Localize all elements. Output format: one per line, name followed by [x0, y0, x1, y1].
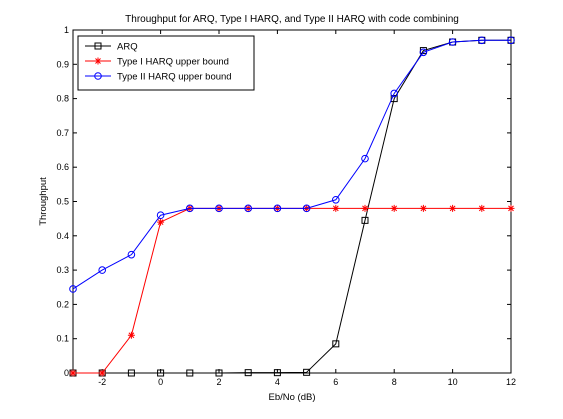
data-point [244, 369, 252, 377]
data-point [69, 369, 77, 377]
y-tick-label: 0.8 [56, 94, 69, 104]
series-line [73, 39, 511, 374]
x-tick-label: -2 [98, 377, 106, 387]
y-tick-label: 0.6 [56, 162, 69, 172]
data-point [157, 369, 165, 377]
y-tick-label: 0.9 [56, 59, 69, 69]
data-point [332, 204, 340, 212]
x-tick-label: 0 [158, 377, 163, 387]
data-point [390, 89, 399, 98]
data-point [127, 250, 136, 259]
legend-box [77, 35, 255, 91]
data-point [507, 36, 515, 45]
data-point [478, 36, 486, 45]
x-tick-label: 4 [275, 377, 280, 387]
data-point [361, 216, 369, 224]
data-point [332, 340, 340, 348]
legend-marker [94, 72, 102, 80]
legend-label: ARQ [117, 42, 138, 53]
x-tick-label: 6 [333, 377, 338, 387]
x-tick-label: 2 [216, 377, 221, 387]
data-point [98, 369, 106, 377]
y-tick-label: 0.2 [56, 299, 69, 309]
data-point [127, 369, 135, 377]
data-point [361, 204, 369, 212]
y-tick-label: 1 [64, 25, 69, 35]
data-point [478, 204, 486, 212]
data-point [69, 285, 77, 293]
data-point [390, 204, 398, 212]
legend-item: ARQ [85, 42, 138, 53]
series-2 [69, 36, 515, 293]
legend: ARQ Type I HARQ upper bound Type II HARQ u… [77, 35, 255, 91]
chart-title: Throughput for ARQ, Type I HARQ, and Typ… [125, 14, 459, 25]
data-point [507, 204, 515, 212]
legend-marker [94, 42, 102, 50]
data-point [215, 204, 223, 213]
legend-marker [94, 57, 102, 65]
data-point [273, 204, 282, 213]
data-point [303, 368, 311, 376]
legend-label: Type II HARQ upper bound [117, 72, 232, 83]
data-point [449, 204, 457, 212]
data-point [244, 204, 252, 213]
data-point [186, 204, 194, 213]
y-tick-label: 0.4 [56, 231, 69, 241]
data-point [273, 369, 281, 377]
x-tick-label: 12 [506, 377, 516, 387]
data-point [361, 154, 369, 163]
data-point [448, 38, 457, 46]
y-tick-label: 0.5 [56, 197, 69, 207]
x-axis-label: Eb/No (dB) [269, 392, 316, 403]
legend-label: Type I HARQ upper bound [117, 57, 229, 68]
data-point [390, 95, 398, 103]
data-point [157, 218, 165, 226]
data-point [332, 195, 340, 204]
y-tick-label: 0.1 [56, 334, 69, 344]
data-point [127, 331, 135, 339]
legend-item: Type I HARQ upper bound [85, 57, 229, 68]
y-tick-label: 0.7 [56, 128, 69, 138]
data-point [98, 266, 106, 274]
data-point [186, 369, 194, 377]
data-point [215, 369, 223, 377]
data-point [156, 211, 165, 220]
y-tick-label: 0 [64, 368, 69, 378]
y-tick-label: 0.3 [56, 265, 69, 275]
x-tick-label: 10 [448, 377, 458, 387]
series-line [72, 39, 511, 290]
x-tick-label: 8 [392, 377, 397, 387]
data-point [419, 204, 427, 212]
data-point [302, 204, 311, 213]
series-layer [69, 36, 515, 377]
tick-layer: -2 0 2 4 6 8 10 12 0 0.1 0.2 0.3 0.4 0.5 0.6 0.7 0.8 0.9 1 [56, 25, 516, 387]
y-axis-label: Throughput [38, 177, 49, 226]
legend-item: Type II HARQ upper bound [85, 72, 232, 83]
data-point [419, 48, 428, 57]
